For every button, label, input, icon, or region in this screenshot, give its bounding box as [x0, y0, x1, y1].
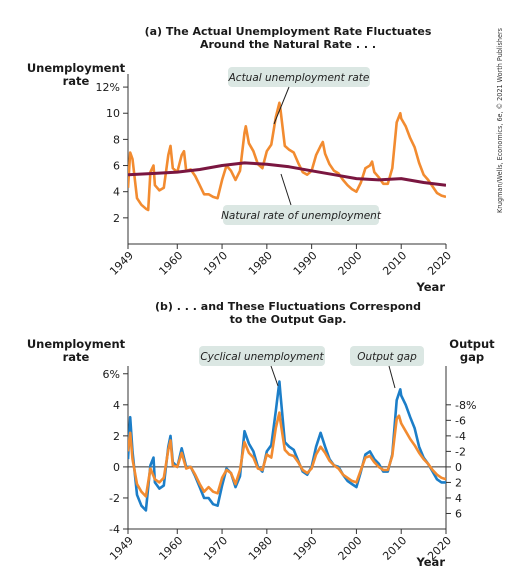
callout-box: [223, 205, 379, 225]
y2-tick-label: -6: [455, 414, 466, 427]
y-tick-label: 4: [113, 399, 120, 412]
x-tick-label: 1990: [291, 249, 320, 278]
panel-a-title-line1: (a) The Actual Unemployment Rate Fluctua…: [145, 25, 432, 38]
y2-tick-label: 2: [455, 476, 462, 489]
y-tick-label: -4: [109, 523, 120, 536]
y-tick-label: 4: [113, 186, 120, 199]
x-tick-label: 1980: [246, 534, 275, 563]
panel-a-title-line2: Around the Natural Rate . . .: [200, 38, 376, 51]
panel-a-unemployment-chart: (a) The Actual Unemployment Rate Fluctua…: [27, 25, 454, 294]
y-tick-label: -2: [109, 492, 120, 505]
callout-label: Natural rate of unemployment: [221, 210, 382, 222]
panel-a-ylabel-line1: Unemployment: [27, 61, 126, 75]
y-tick-label: 2: [113, 430, 120, 443]
credit-text: Krugman/Wells, Economics, 6e, © 2021 Wor…: [495, 27, 504, 213]
y-tick-label: 8: [113, 133, 120, 146]
panel-b-title-line1: (b) . . . and These Fluctuations Corresp…: [155, 300, 421, 313]
y-tick-label: 0: [113, 461, 120, 474]
series-line-cyclical-unemployment: [128, 380, 446, 512]
x-tick-label: 2020: [425, 249, 454, 278]
series-line-actual-unemployment: [128, 101, 446, 212]
callout-label: Cyclical unemployment: [200, 351, 324, 363]
callout-natural-rate: Natural rate of unemployment: [221, 173, 382, 225]
panel-b-title-line2: to the Output Gap.: [230, 313, 347, 326]
x-tick-label: 1949: [107, 534, 136, 563]
x-tick-label: 2010: [380, 534, 409, 563]
callout-leader: [388, 365, 396, 389]
x-tick-label: 2000: [336, 534, 365, 563]
series-line-natural-rate: [128, 161, 446, 187]
y-tick-label: 6: [113, 160, 120, 173]
callout-cyclical-unemployment: Cyclical unemployment: [199, 346, 325, 387]
panel-a-ylabel-line2: rate: [63, 74, 90, 88]
callout-box: [199, 346, 325, 366]
callout-actual-unemployment: Actual unemployment rate: [228, 67, 370, 125]
y-tick-label: 2: [113, 212, 120, 225]
y2-tick-label: 0: [455, 461, 462, 474]
x-tick-label: 1990: [291, 534, 320, 563]
x-tick-label: 2010: [380, 249, 409, 278]
x-tick-label: 1970: [201, 534, 230, 563]
x-tick-label: 1960: [156, 249, 185, 278]
y-tick-label: 10: [106, 107, 120, 120]
panel-b-y2label-line1: Output: [449, 337, 495, 351]
y2-tick-label: -2: [455, 445, 466, 458]
series-line-output-gap: [128, 411, 446, 498]
y2-tick-label: 6: [455, 507, 462, 520]
panel-b-ylabel-line1: Unemployment: [27, 337, 126, 351]
x-tick-label: 1949: [107, 249, 136, 278]
panel-b-ylabel-line2: rate: [63, 350, 90, 364]
x-tick-label: 1980: [246, 249, 275, 278]
callout-box: [350, 346, 424, 366]
callout-label: Actual unemployment rate: [228, 72, 370, 84]
panel-a-xlabel: Year: [415, 280, 445, 294]
y2-tick-label: -4: [455, 430, 466, 443]
callout-leader: [273, 86, 290, 125]
panel-b-y2label-line2: gap: [460, 350, 484, 364]
panel-b-cyclical-unemployment-chart: (b) . . . and These Fluctuations Corresp…: [27, 300, 495, 569]
y-tick-label: 6%: [103, 368, 120, 381]
x-tick-label: 1970: [201, 249, 230, 278]
callout-leader: [270, 365, 279, 387]
y2-tick-label: -8%: [455, 399, 476, 412]
y2-tick-label: 4: [455, 492, 462, 505]
callout-box: [228, 67, 370, 87]
x-tick-label: 2000: [336, 249, 365, 278]
callout-leader: [280, 173, 292, 206]
panel-b-xlabel: Year: [415, 555, 445, 569]
callout-label: Output gap: [357, 351, 417, 363]
x-tick-label: 1960: [156, 534, 185, 563]
callout-output-gap: Output gap: [350, 346, 424, 389]
y-tick-label: 12%: [96, 81, 120, 94]
